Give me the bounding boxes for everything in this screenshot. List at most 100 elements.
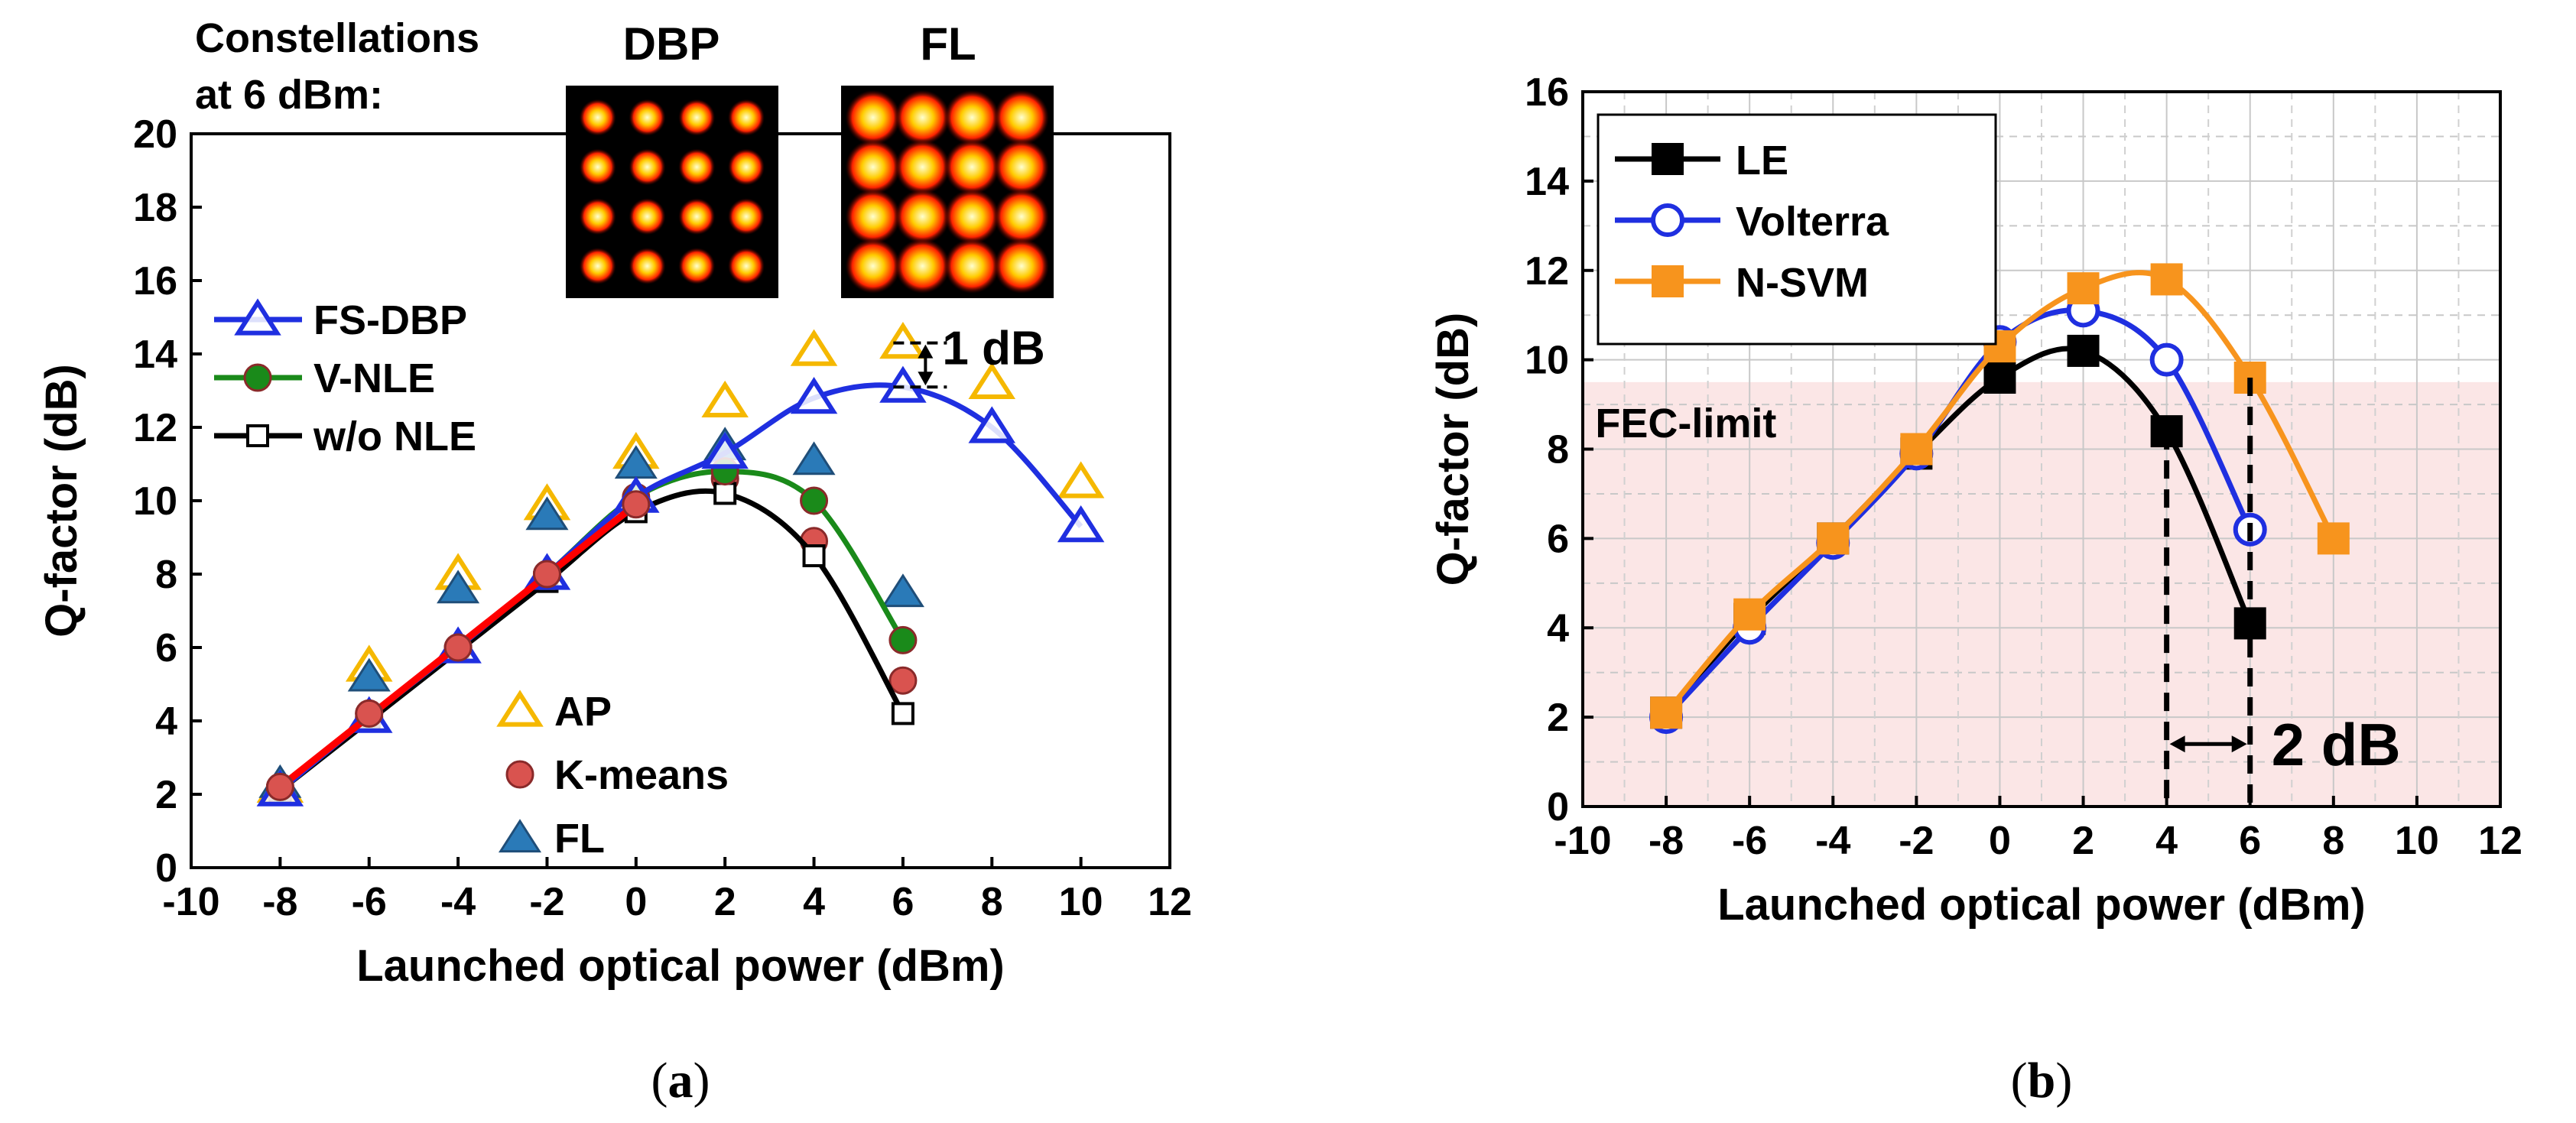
x-tick-label: 10	[1059, 880, 1103, 924]
series-nsvm-point	[2150, 263, 2183, 296]
gain-annotation-b: 2 dB	[2164, 378, 2401, 807]
legend-label: K-means	[554, 752, 729, 798]
series-le-point	[1983, 362, 2016, 394]
x-tick-label: 2	[2072, 819, 2094, 863]
series-nsvm-point	[1650, 696, 1683, 729]
constellation-point	[728, 198, 765, 235]
constellation-point	[895, 239, 950, 294]
constellation-point	[895, 189, 950, 245]
constellation-point	[629, 99, 666, 136]
series-vnle-point	[888, 625, 918, 654]
series-ap-point	[879, 322, 927, 359]
legend-label: Volterra	[1736, 199, 1889, 245]
constellation-point	[994, 189, 1050, 245]
panel-a: 0 2 4 6 8 10 12 14 16 18 20 -10 -8 -6 -4 -2 0 2 4 6 8 10 12 Lau…	[37, 15, 1192, 1108]
caption-open: (	[2011, 1053, 2028, 1108]
constellation-point	[845, 139, 901, 195]
panel-caption: (a)	[651, 1053, 710, 1108]
constellation-point	[895, 139, 950, 195]
y-tick-label: 2	[1547, 696, 1569, 740]
y-tick-label: 14	[133, 333, 177, 377]
constellation-dbp	[566, 86, 778, 298]
legend-a: FS-DBP V-NLE w/o NLE AP K-means FL	[214, 297, 729, 862]
y-axis-label: Q-factor (dB)	[1428, 313, 1478, 586]
gain-arrowhead-top	[918, 344, 934, 359]
series-fl-point	[525, 496, 569, 531]
series-fl-point	[437, 570, 480, 604]
constellations-title: Constellations	[195, 15, 479, 61]
x-tick-label: -4	[1815, 819, 1850, 863]
constellation-point	[944, 139, 1000, 195]
constellation-point	[728, 148, 765, 186]
y-tick-label: 4	[155, 699, 177, 744]
series-volterra-point	[2149, 342, 2184, 377]
constellation-fl-label: FL	[920, 18, 976, 70]
y-tick-label: 16	[133, 259, 177, 303]
constellation-point	[629, 148, 666, 186]
x-tick-label: -6	[352, 880, 387, 924]
legend-label: FS-DBP	[313, 297, 467, 343]
constellation-point	[728, 99, 765, 136]
y-tick-label: 8	[155, 553, 177, 597]
x-tick-label: -6	[1732, 819, 1767, 863]
x-tick-label: 12	[1148, 880, 1192, 924]
legend-label: FL	[554, 816, 605, 862]
constellation-point	[994, 239, 1050, 294]
x-tick-label: 8	[2322, 819, 2344, 863]
series-wonle-point	[713, 482, 737, 505]
gain-label-2db: 2 dB	[2272, 711, 2401, 778]
legend-label: N-SVM	[1736, 260, 1869, 306]
constellation-point	[895, 89, 950, 145]
x-axis-label: Launched optical power (dBm)	[356, 941, 1005, 991]
constellation-point	[944, 89, 1000, 145]
gain-arrowhead-right	[2231, 735, 2247, 753]
legend-label: LE	[1736, 138, 1788, 183]
series-kmeans-point	[888, 666, 918, 695]
constellations-subtitle: at 6 dBm:	[195, 72, 383, 118]
caption-letter: b	[2028, 1053, 2056, 1108]
constellation-point	[579, 248, 616, 285]
constellation-annotation: Constellations at 6 dBm: DBP FL 1 dB	[195, 15, 1054, 389]
series-nsvm-point	[1733, 598, 1766, 631]
legend-marker	[498, 819, 542, 853]
series-fsdbp-point	[968, 406, 1016, 443]
series-fl-point	[881, 573, 924, 608]
fec-limit-label: FEC-limit	[1595, 401, 1776, 446]
y-tick-label: 14	[1525, 160, 1569, 204]
series-kmeans-point	[622, 490, 651, 519]
x-tick-label: 4	[803, 880, 825, 924]
x-tick-label: -2	[529, 880, 564, 924]
constellation-point	[629, 198, 666, 235]
x-tick-label: 8	[981, 880, 1003, 924]
constellation-point	[629, 248, 666, 285]
series-vnle-point	[800, 486, 829, 515]
x-tick-label: 6	[892, 880, 914, 924]
x-tick-label: 2	[714, 880, 736, 924]
constellation-point	[678, 148, 716, 186]
constellation-fl	[841, 86, 1054, 298]
constellation-point	[579, 198, 616, 235]
y-tick-label: 16	[1525, 70, 1569, 115]
series-ap-point	[790, 329, 838, 366]
y-tick-label: 6	[155, 626, 177, 670]
series-kmeans-point	[355, 699, 384, 728]
series-fsdbp-point	[1057, 505, 1105, 543]
y-tick-label: 10	[133, 479, 177, 524]
y-tick-label: 12	[1525, 249, 1569, 294]
y-tick-label: 4	[1547, 606, 1569, 651]
series-kmeans-point	[443, 633, 473, 662]
x-tick-label: -10	[1554, 819, 1611, 863]
constellation-point	[579, 99, 616, 136]
y-tick-label: 2	[155, 773, 177, 817]
y-axis-label: Q-factor (dB)	[37, 364, 86, 638]
series-fl-point	[347, 657, 391, 692]
series-kmeans-point	[265, 772, 294, 801]
series-nsvm-point	[1817, 522, 1850, 555]
y-tick-label: 8	[1547, 428, 1569, 472]
series-ap-point	[701, 380, 749, 417]
x-tick-label: 4	[2155, 819, 2178, 863]
legend-label: w/o NLE	[313, 414, 476, 459]
constellation-point	[678, 248, 716, 285]
gain-arrowhead-bottom	[918, 372, 934, 386]
